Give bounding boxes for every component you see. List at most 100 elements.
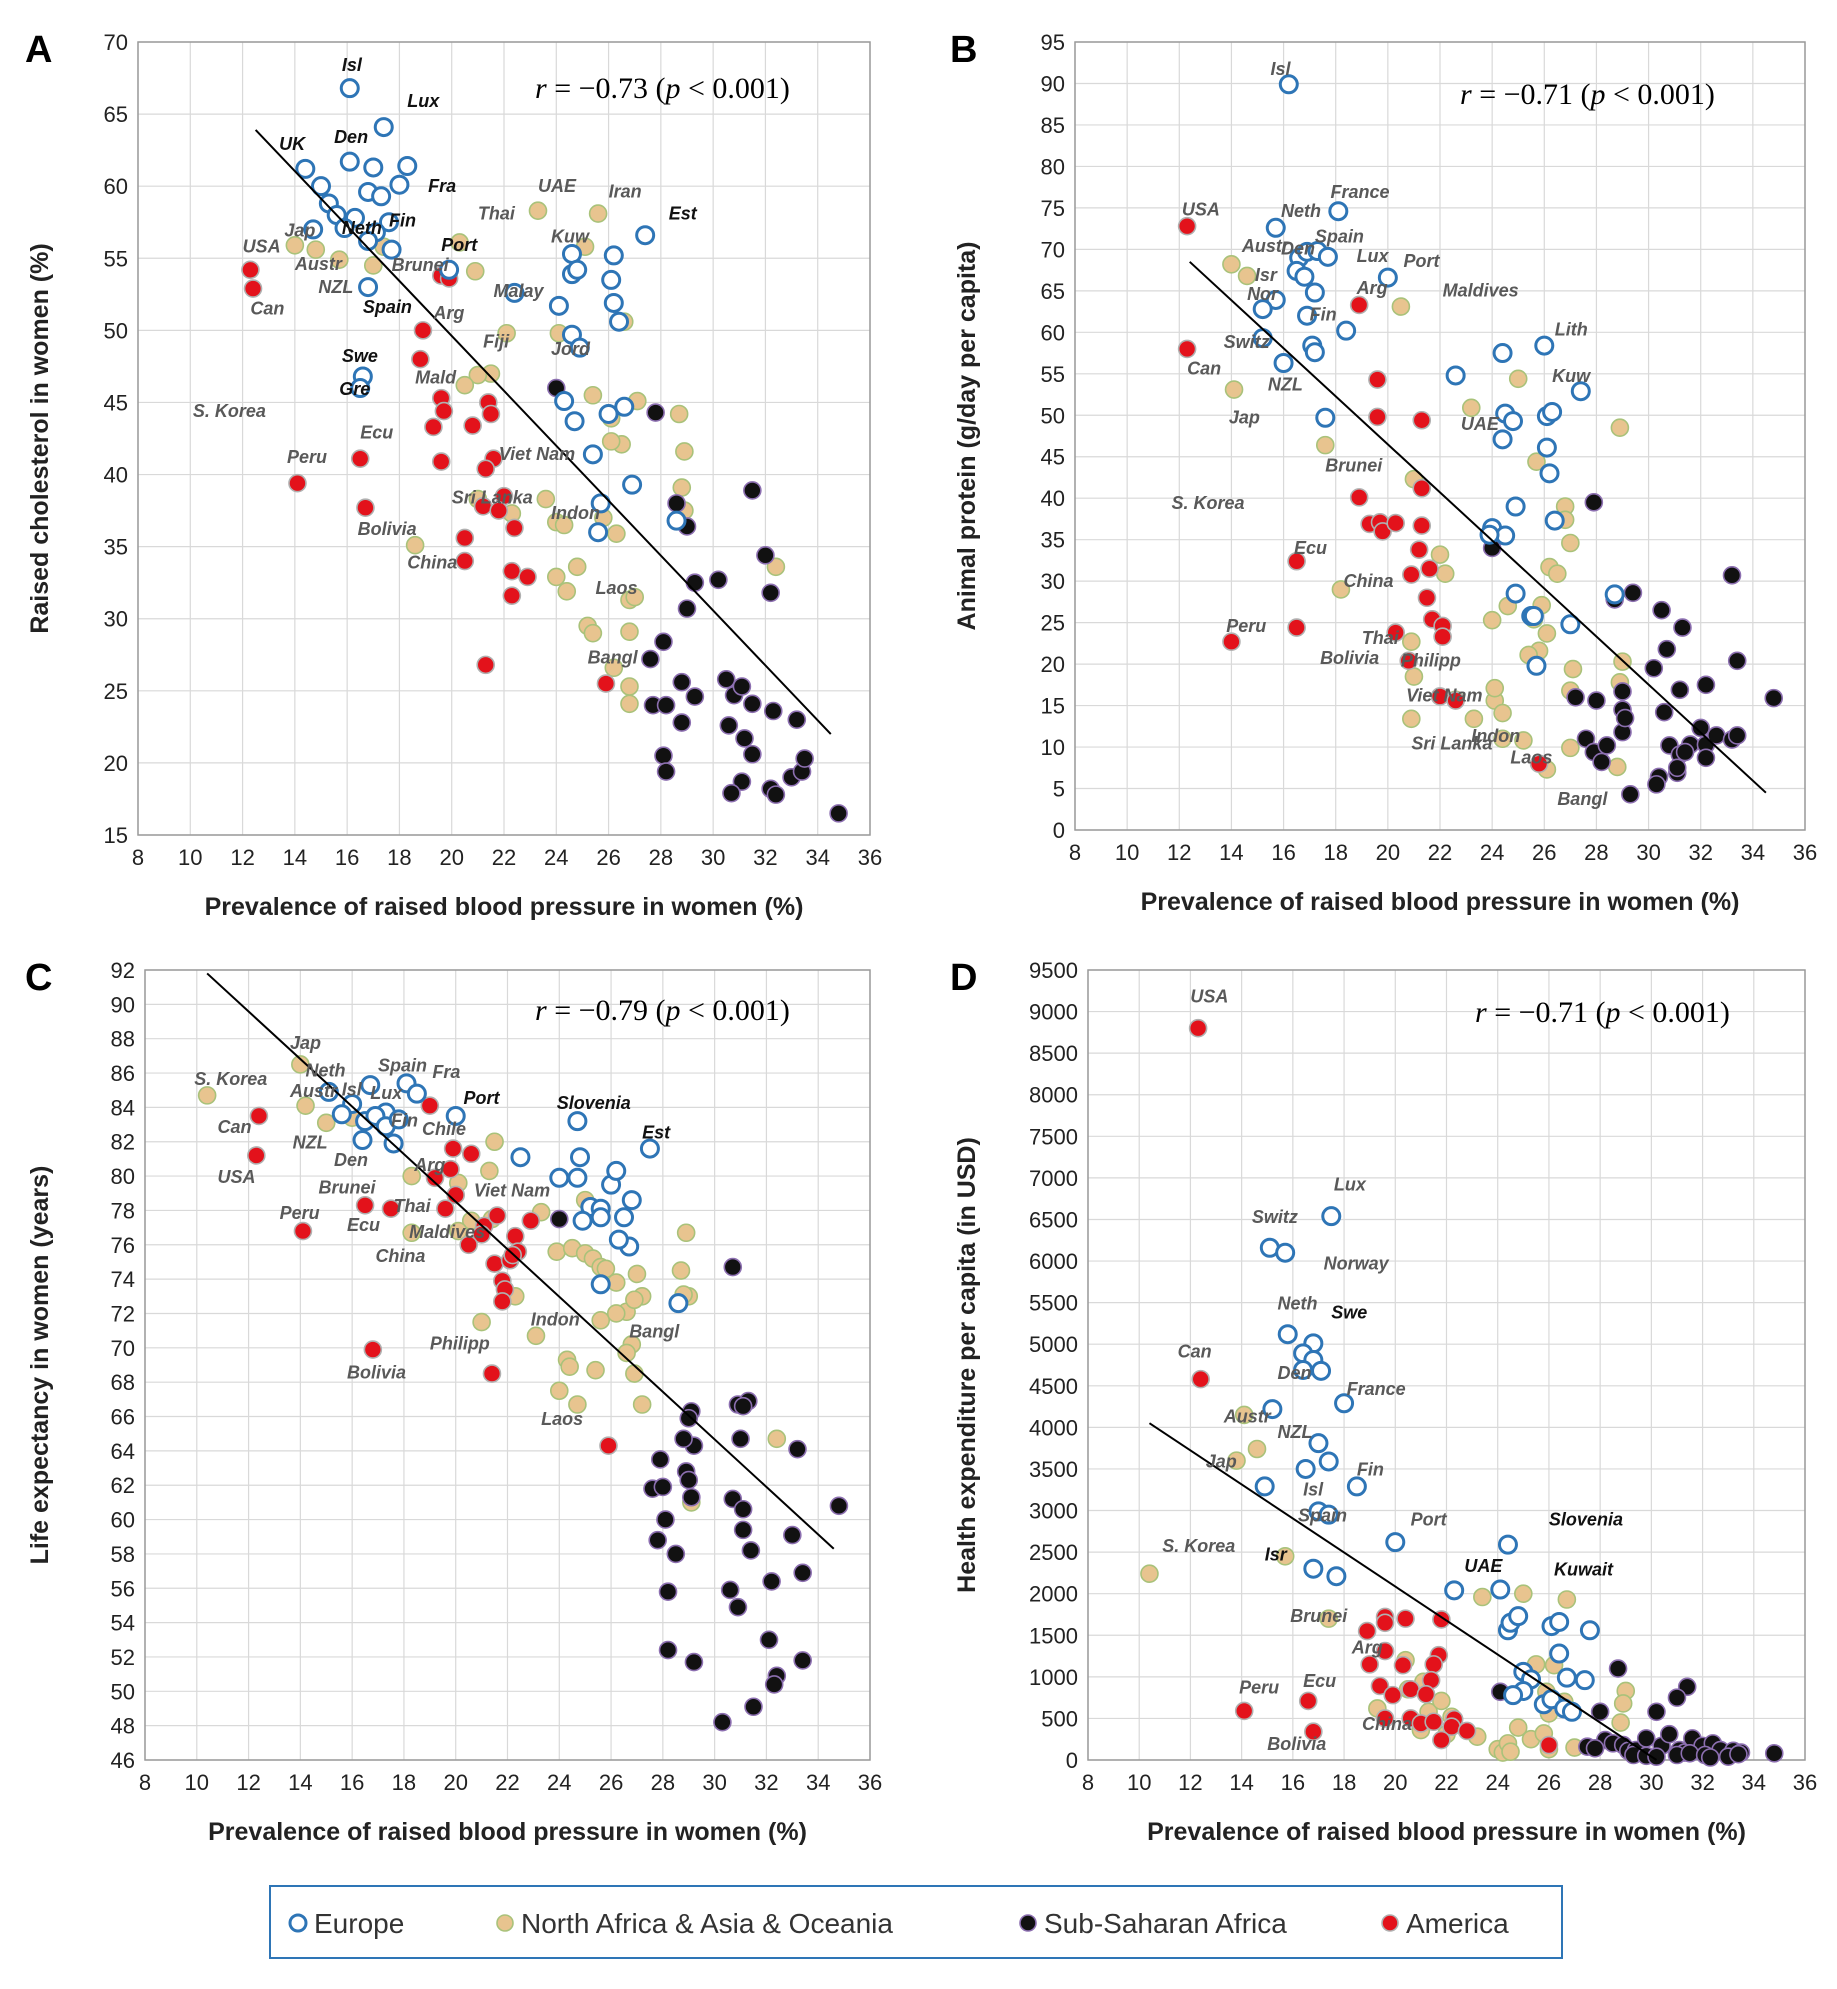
data-point-nafrica (497, 323, 516, 343)
data-point-nafrica (1404, 667, 1424, 686)
y-tick-label: 64 (111, 1439, 135, 1464)
country-label: Fiji (483, 332, 510, 352)
country-label: Peru (287, 447, 327, 467)
data-point-europe (590, 1274, 611, 1295)
country-label: NZL (293, 1133, 328, 1153)
data-point-europe (1326, 1566, 1347, 1587)
data-point-nafrica (197, 1086, 217, 1105)
data-point-america (411, 349, 430, 369)
data-point-europe (635, 225, 656, 246)
data-point-europe (1508, 1606, 1529, 1627)
x-tick-label: 10 (178, 845, 202, 870)
country-label: S. Korea (1162, 1536, 1235, 1556)
y-tick-label: 7500 (1029, 1124, 1078, 1149)
data-point-america (355, 1195, 375, 1215)
data-point-america (350, 449, 370, 468)
data-point-america (1409, 540, 1429, 559)
data-point-europe (1526, 655, 1547, 676)
x-tick-label: 26 (1532, 840, 1556, 865)
data-point-europe (601, 269, 622, 290)
country-label: Fin (389, 211, 416, 231)
data-point-nafrica (1561, 738, 1580, 758)
data-point-ssa (829, 804, 848, 823)
data-point-ssa (1729, 1744, 1748, 1764)
data-point-nafrica (296, 1096, 315, 1115)
country-label: USA (1190, 986, 1228, 1006)
data-point-europe (389, 174, 410, 195)
data-point-ssa (793, 1651, 812, 1670)
x-axis-title: Prevalence of raised blood pressure in w… (205, 893, 804, 921)
data-point-europe (603, 292, 624, 313)
data-point-europe (1252, 299, 1273, 320)
data-point-europe (1503, 1685, 1524, 1706)
data-point-europe (510, 1147, 531, 1168)
panel-letter: A (25, 29, 52, 71)
country-label: Ecu (1294, 538, 1327, 558)
data-point-europe (1278, 74, 1299, 95)
data-point-ssa (722, 783, 741, 803)
data-point-europe (598, 403, 619, 424)
y-tick-label: 10 (1041, 735, 1065, 760)
x-tick-label: 28 (1584, 840, 1608, 865)
data-point-nafrica (1315, 435, 1335, 455)
country-label: Lux (370, 1083, 403, 1103)
y-tick-label: 45 (104, 390, 128, 415)
data-point-europe (371, 186, 392, 207)
legend-box (269, 1885, 1563, 1959)
data-point-ssa (646, 403, 665, 422)
x-tick-label: 20 (1383, 1770, 1407, 1795)
data-point-ssa (1597, 736, 1617, 755)
data-point-nafrica (1563, 659, 1583, 679)
country-label: Lux (1334, 1174, 1367, 1194)
x-tick-label: 10 (185, 1770, 209, 1795)
country-label: Jap (284, 221, 315, 241)
country-label: Sri Lanka (1411, 734, 1492, 754)
data-point-nafrica (625, 1364, 644, 1383)
data-point-america (455, 528, 475, 548)
data-point-europe (1346, 1476, 1367, 1497)
data-point-ssa (719, 716, 739, 735)
data-point-nafrica (1514, 1584, 1533, 1603)
x-tick-label: 26 (1537, 1770, 1561, 1795)
x-tick-label: 24 (544, 845, 568, 870)
x-tick-label: 18 (387, 845, 411, 870)
data-point-europe (1549, 1611, 1570, 1632)
y-tick-label: 5000 (1029, 1332, 1078, 1357)
trend-line (254, 129, 832, 735)
y-tick-label: 50 (104, 318, 128, 343)
country-label: Peru (1239, 1677, 1279, 1697)
data-point-nafrica (1247, 1439, 1267, 1459)
x-tick-label: 24 (1485, 1770, 1509, 1795)
data-point-ssa (766, 785, 786, 804)
y-tick-label: 35 (104, 535, 128, 560)
x-tick-label: 14 (1219, 840, 1243, 865)
y-tick-label: 55 (1041, 362, 1065, 387)
y-tick-label: 54 (111, 1611, 135, 1636)
data-point-europe (608, 1229, 629, 1250)
data-point-america (1375, 1709, 1395, 1728)
data-point-america (1446, 691, 1465, 710)
data-point-nafrica (583, 623, 603, 643)
data-point-nafrica (625, 587, 645, 607)
x-tick-label: 20 (1376, 840, 1400, 865)
x-tick-label: 28 (649, 845, 673, 870)
data-point-nafrica (1473, 1587, 1492, 1607)
data-point-europe (360, 1075, 381, 1096)
data-point-nafrica (606, 1304, 626, 1323)
y-tick-label: 50 (1041, 403, 1065, 428)
x-tick-label: 18 (1323, 840, 1347, 865)
data-point-ssa (656, 1510, 675, 1529)
x-tick-label: 30 (701, 845, 725, 870)
data-point-europe (1303, 1558, 1324, 1579)
data-point-nafrica (1482, 610, 1502, 630)
data-point-nafrica (547, 1242, 566, 1261)
x-tick-label: 10 (1115, 840, 1139, 865)
data-point-ssa (762, 1572, 781, 1591)
data-point-ssa (744, 1697, 763, 1717)
data-point-nafrica (601, 432, 621, 451)
data-point-europe (1304, 342, 1325, 363)
data-point-america (487, 1206, 507, 1225)
y-tick-label: 25 (1041, 611, 1065, 636)
series-america (1188, 1018, 1559, 1755)
